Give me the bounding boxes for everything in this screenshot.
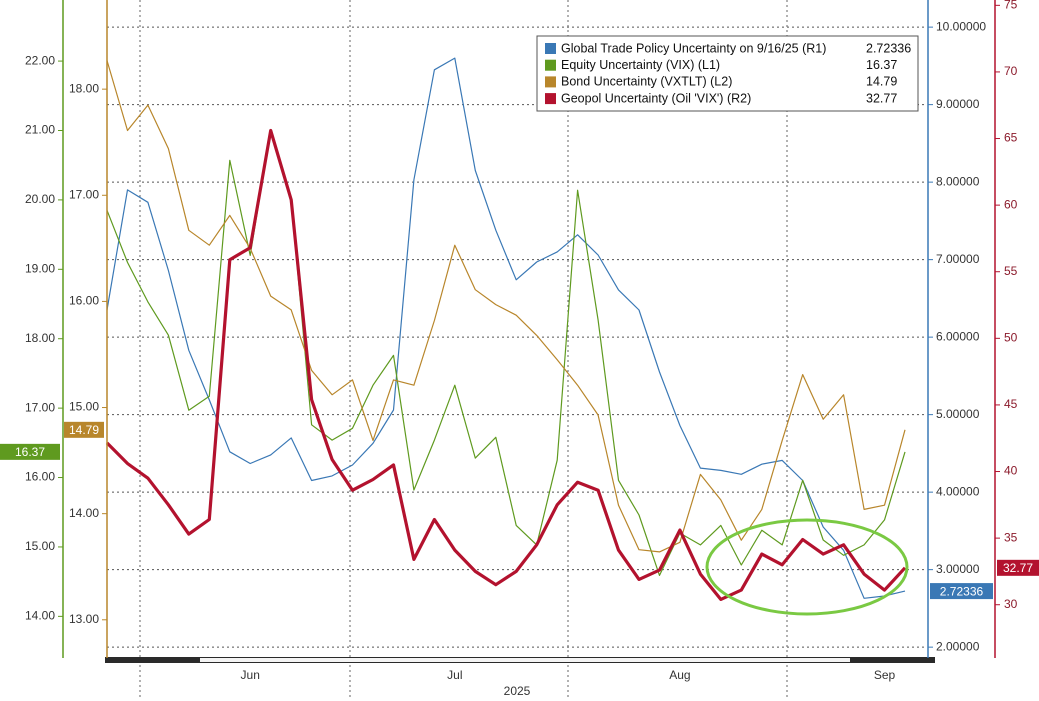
last-value-label: 32.77 xyxy=(1003,561,1033,575)
y-tick-label: 18.00 xyxy=(25,331,55,345)
y-tick-label: 17.00 xyxy=(69,187,99,201)
series-line xyxy=(105,128,907,601)
y-tick-label: 60 xyxy=(1004,197,1018,211)
y-tick-label: 65 xyxy=(1004,131,1018,145)
y-tick-label: 10.00000 xyxy=(936,19,986,33)
month-dividers xyxy=(139,0,788,700)
y-tick-label: 2.00000 xyxy=(936,639,980,653)
legend-swatch xyxy=(545,59,556,71)
series-line xyxy=(106,57,906,599)
y-tick-label: 13.00 xyxy=(69,612,99,626)
last-value-label: 2.72336 xyxy=(940,584,984,598)
y-tick-label: 15.00 xyxy=(69,400,99,414)
legend-swatch xyxy=(545,76,556,88)
legend-label: Equity Uncertainty (VIX) (L1) xyxy=(561,58,720,72)
y-tick-label: 7.00000 xyxy=(936,252,980,266)
y-tick-label: 21.00 xyxy=(25,123,55,137)
series-line xyxy=(106,60,906,553)
y-tick-label: 45 xyxy=(1004,397,1018,411)
legend-label: Geopol Uncertainty (Oil 'VIX') (R2) xyxy=(561,91,751,105)
legend-value: 2.72336 xyxy=(866,41,911,55)
y-tick-label: 14.00 xyxy=(69,506,99,520)
y-tick-label: 16.00 xyxy=(69,294,99,308)
legend-swatch xyxy=(545,43,556,54)
highlight-ellipse xyxy=(705,518,909,616)
grid xyxy=(107,26,925,648)
y-tick-label: 20.00 xyxy=(25,192,55,206)
y-tick-label: 9.00000 xyxy=(936,97,980,111)
y-tick-label: 30 xyxy=(1004,597,1018,611)
y-tick-label: 22.00 xyxy=(25,53,55,67)
last-value-label: 16.37 xyxy=(15,445,45,459)
legend-value: 14.79 xyxy=(866,75,897,89)
last-value-badge xyxy=(997,559,1039,576)
y-tick-label: 35 xyxy=(1004,530,1018,544)
x-tick-label: Sep xyxy=(874,668,896,682)
legend: Global Trade Policy Uncertainty on 9/16/… xyxy=(536,35,919,112)
y-tick-label: 3.00000 xyxy=(936,562,980,576)
y-tick-label: 50 xyxy=(1004,330,1018,344)
lines xyxy=(105,57,907,601)
series-line xyxy=(106,129,906,576)
y-tick-label: 15.00 xyxy=(25,539,55,553)
y-tick-label: 8.00000 xyxy=(936,174,980,188)
x-axis-label: 2025 xyxy=(504,684,531,698)
y-tick-label: 5.00000 xyxy=(936,407,980,421)
legend-swatch xyxy=(545,93,556,105)
legend-box xyxy=(536,35,919,112)
y-tick-label: 18.00 xyxy=(69,81,99,95)
y-tick-label: 17.00 xyxy=(25,400,55,414)
y-tick-label: 14.00 xyxy=(25,609,55,623)
y-tick-label: 19.00 xyxy=(25,261,55,275)
scroll-thumb xyxy=(200,658,850,662)
legend-label: Global Trade Policy Uncertainty on 9/16/… xyxy=(561,41,826,55)
legend-value: 32.77 xyxy=(866,91,897,105)
last-value-label: 14.79 xyxy=(69,423,99,437)
y-tick-label: 16.00 xyxy=(25,470,55,484)
legend-value: 16.37 xyxy=(866,58,897,72)
y-tick-label: 55 xyxy=(1004,264,1018,278)
x-tick-label: Jul xyxy=(447,668,462,682)
last-value-badge xyxy=(930,583,993,600)
y-tick-label: 4.00000 xyxy=(936,484,980,498)
legend-label: Bond Uncertainty (VXTLT) (L2) xyxy=(561,75,732,89)
y-tick-label: 75 xyxy=(1004,0,1018,11)
last-value-badge xyxy=(64,421,104,438)
axes: 2.00000 3.00000 4.00000 5.00000 6.00000 7.000… xyxy=(25,0,1018,658)
y-tick-label: 40 xyxy=(1004,464,1018,478)
y-tick-label: 6.00000 xyxy=(936,329,980,343)
x-tick-label: Jun xyxy=(241,668,260,682)
y-tick-label: 70 xyxy=(1004,64,1018,78)
last-value-badge xyxy=(0,443,60,460)
x-tick-label: Aug xyxy=(669,668,690,682)
